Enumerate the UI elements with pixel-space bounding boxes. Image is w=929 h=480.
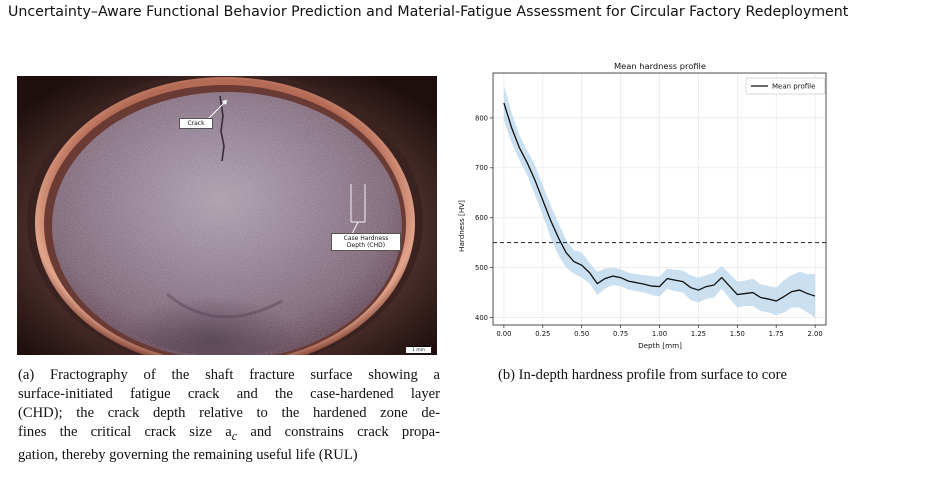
uncertainty-band (503, 85, 816, 318)
scale-bar: 1 mm (405, 346, 431, 353)
x-axis-label: Depth [mm] (638, 341, 682, 350)
fracture-surface-image (17, 76, 437, 355)
y-tick-label: 600 (475, 214, 488, 222)
x-tick-label: 0.50 (574, 330, 589, 338)
x-tick-label: 1.50 (730, 330, 745, 338)
caption-a-line-4-part-1: fines the critical crack size a (18, 424, 232, 440)
x-tick-label: 0.00 (496, 330, 511, 338)
y-tick-label: 400 (475, 314, 488, 322)
y-axis: 400 500 600 700 800 (475, 114, 493, 322)
chd-callout: Case Hardness Depth (CHD) (331, 233, 401, 251)
hardness-chart: Mean hardness profile 0.00 0.25 0.50 0.75 1.… (450, 56, 830, 358)
x-tick-label: 2.00 (808, 330, 823, 338)
legend: Mean profile (745, 77, 826, 95)
caption-a-line-4: fines the critical crack size ac and con… (18, 423, 440, 446)
x-tick-label: 1.00 (652, 330, 667, 338)
caption-a-line-1: (a) Fractography of the shaft fracture s… (18, 367, 440, 383)
chart-title: Mean hardness profile (614, 61, 706, 71)
caption-a-line-3: (CHD); the crack depth relative to the h… (18, 405, 440, 421)
legend-entry-mean-profile: Mean profile (772, 83, 815, 91)
crack-size-subscript: c (231, 428, 238, 443)
x-tick-label: 0.75 (613, 330, 628, 338)
x-tick-label: 1.75 (769, 330, 784, 338)
x-tick-label: 1.25 (691, 330, 706, 338)
page-title: Uncertainty–Aware Functional Behavior Pr… (8, 4, 849, 20)
caption-a-line-5: gation, thereby governing the remaining … (18, 446, 358, 463)
caption-figure-b: (b) In-depth hardness profile from surfa… (498, 367, 787, 383)
caption-figure-a: (a) Fractography of the shaft fracture s… (18, 366, 440, 465)
y-tick-label: 700 (475, 164, 488, 172)
caption-a-line-4-part-2: and constrains crack propa- (237, 424, 440, 440)
hardness-chart-svg: Mean hardness profile 0.00 0.25 0.50 0.75 1.… (457, 61, 827, 350)
mean-profile-line (503, 102, 816, 302)
fractography-photo: Crack Case Hardness Depth (CHD) 1 mm (17, 76, 437, 355)
y-tick-label: 500 (475, 264, 488, 272)
crack-callout: Crack (179, 118, 213, 129)
y-axis-label: Hardness [HV] (457, 200, 466, 252)
caption-a-line-2: surface-initiated fatigue crack and the … (18, 386, 440, 402)
y-tick-label: 800 (475, 114, 488, 122)
x-tick-label: 0.25 (535, 330, 550, 338)
x-axis: 0.00 0.25 0.50 0.75 1.00 1.25 1.50 1.75 2.00 (496, 325, 823, 338)
